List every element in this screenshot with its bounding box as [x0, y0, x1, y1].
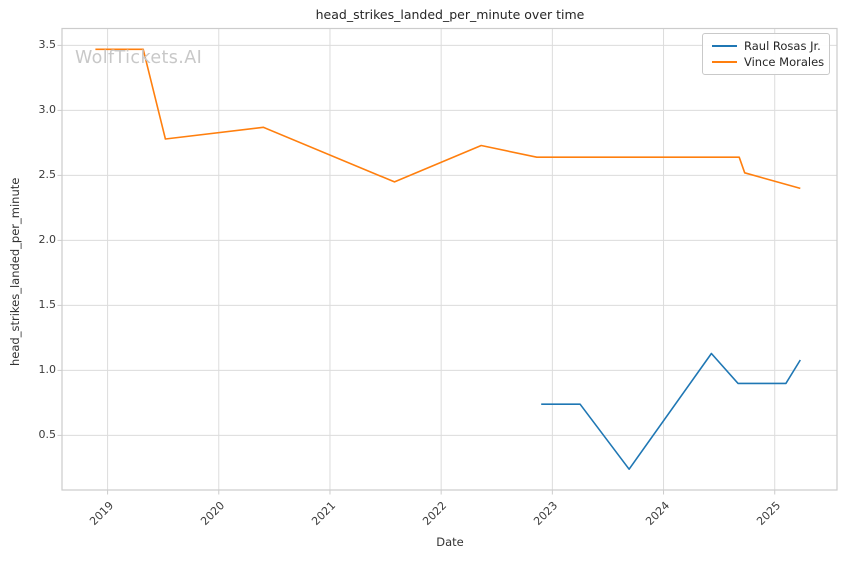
- y-axis-label: head_strikes_landed_per_minute: [8, 177, 22, 366]
- series-line-vince-morales: [95, 48, 801, 190]
- legend-line-swatch-orange: [712, 61, 737, 63]
- legend-line-swatch-blue: [712, 45, 737, 47]
- chart-title: head_strikes_landed_per_minute over time: [315, 7, 585, 22]
- legend-label: Vince Morales: [744, 55, 825, 69]
- watermark: WolfTickets.AI: [75, 48, 203, 68]
- legend-item-vince-morales: Vince Morales: [712, 54, 825, 70]
- legend-item-raul-rosas-jr: Raul Rosas Jr.: [712, 38, 821, 54]
- plot-border: [61, 27, 838, 491]
- x-axis-label: Date: [436, 535, 464, 549]
- series-line-raul-rosas-jr: [541, 352, 801, 471]
- legend: Raul Rosas Jr. Vince Morales: [702, 33, 830, 75]
- legend-label: Raul Rosas Jr.: [744, 39, 821, 53]
